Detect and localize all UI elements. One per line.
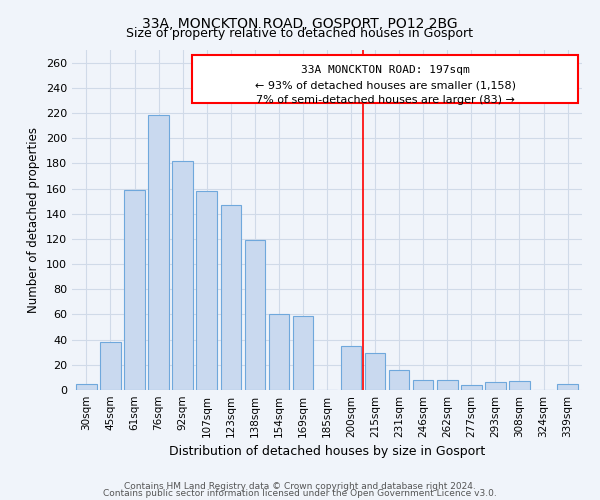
Text: ← 93% of detached houses are smaller (1,158): ← 93% of detached houses are smaller (1,… (255, 80, 516, 90)
Bar (196, 191, 217, 390)
Text: 33A, MONCKTON ROAD, GOSPORT, PO12 2BG: 33A, MONCKTON ROAD, GOSPORT, PO12 2BG (142, 18, 458, 32)
Bar (100, 342, 121, 390)
Text: 7% of semi-detached houses are larger (83) →: 7% of semi-detached houses are larger (8… (256, 96, 515, 106)
Bar (365, 354, 385, 390)
Bar (293, 316, 313, 390)
Text: 33A MONCKTON ROAD: 197sqm: 33A MONCKTON ROAD: 197sqm (301, 65, 470, 75)
Bar (413, 380, 433, 390)
Bar (124, 190, 145, 390)
Bar (341, 346, 361, 390)
Bar (221, 205, 241, 390)
Bar (509, 381, 530, 390)
Bar (172, 161, 193, 390)
FancyBboxPatch shape (192, 55, 578, 103)
Text: Size of property relative to detached houses in Gosport: Size of property relative to detached ho… (127, 28, 473, 40)
Text: Contains public sector information licensed under the Open Government Licence v3: Contains public sector information licen… (103, 490, 497, 498)
Text: Contains HM Land Registry data © Crown copyright and database right 2024.: Contains HM Land Registry data © Crown c… (124, 482, 476, 491)
Y-axis label: Number of detached properties: Number of detached properties (28, 127, 40, 313)
Bar (245, 240, 265, 390)
Bar (461, 385, 482, 390)
Bar (437, 380, 458, 390)
Bar (269, 314, 289, 390)
X-axis label: Distribution of detached houses by size in Gosport: Distribution of detached houses by size … (169, 446, 485, 458)
Bar (557, 384, 578, 390)
Bar (148, 116, 169, 390)
Bar (485, 382, 506, 390)
Bar (389, 370, 409, 390)
Bar (76, 384, 97, 390)
